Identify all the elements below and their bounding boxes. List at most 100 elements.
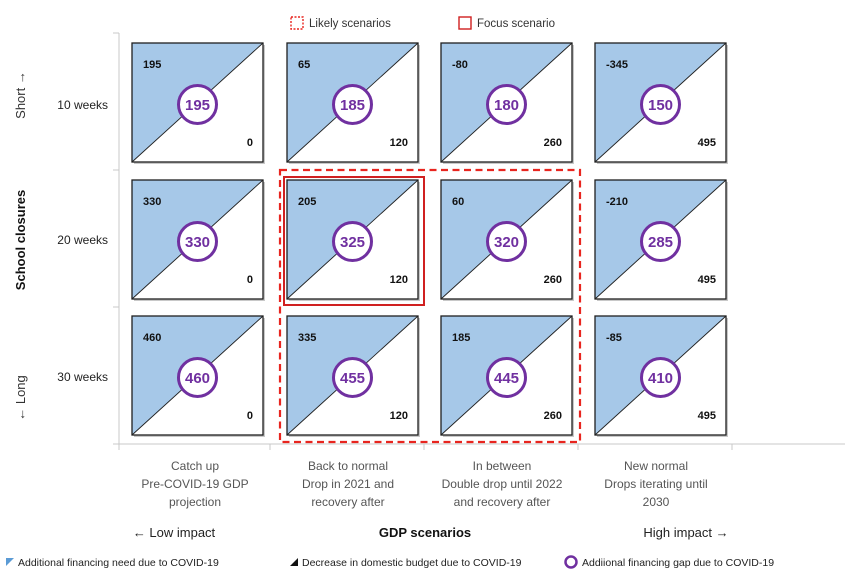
- x-high-impact-label: High impact →: [643, 525, 728, 540]
- decrease-legend-icon: [290, 558, 298, 566]
- cell-border: [286, 179, 419, 300]
- scenario-cell: 330 330 0: [131, 179, 265, 301]
- gap-value: 285: [648, 234, 673, 251]
- gap-value: 325: [340, 234, 365, 251]
- scenario-cell: 325 205 120: [286, 179, 420, 301]
- gap-legend-label: Addiional financing gap due to COVID-19: [582, 557, 774, 569]
- gap-value: 445: [494, 370, 519, 387]
- gap-value: 320: [494, 234, 519, 251]
- need-value: 195: [143, 59, 161, 71]
- scenario-cell: 150 -345 495: [594, 42, 728, 164]
- column-label-line: Drop in 2021 and: [302, 477, 394, 491]
- cell-border: [440, 42, 573, 163]
- column-label-line: Catch up: [171, 459, 219, 473]
- decrease-value: 260: [544, 274, 562, 286]
- gap-value: 185: [340, 97, 365, 114]
- column-label-back-to-normal: Back to normal Drop in 2021 and recovery…: [302, 459, 394, 509]
- gap-value: 150: [648, 97, 673, 114]
- row-label-10-weeks: 10 weeks: [57, 98, 108, 112]
- gap-value: 180: [494, 97, 519, 114]
- column-label-line: Pre-COVID-19 GDP: [141, 477, 248, 491]
- decrease-value: 120: [390, 274, 408, 286]
- column-label-catch-up: Catch up Pre-COVID-19 GDP projection: [141, 459, 248, 509]
- gap-circle: [177, 357, 218, 398]
- cell-border: [594, 179, 727, 300]
- gap-circle: [486, 357, 527, 398]
- decrease-legend-label: Decrease in domestic budget due to COVID…: [302, 557, 522, 569]
- need-value: 460: [143, 332, 161, 344]
- column-label-line: projection: [169, 495, 221, 509]
- decrease-value: 120: [390, 410, 408, 422]
- scenario-cell: 455 335 120: [286, 315, 420, 437]
- scenario-cell: 285 -210 495: [594, 179, 728, 301]
- column-label-line: 2030: [643, 495, 670, 509]
- gap-circle: [332, 84, 373, 125]
- need-value: 205: [298, 196, 316, 208]
- scenario-cell: 180 -80 260: [440, 42, 574, 164]
- need-legend-icon: [6, 558, 14, 566]
- cell-border: [286, 315, 419, 436]
- gap-value: 455: [340, 370, 365, 387]
- need-value: 185: [452, 332, 470, 344]
- cell-border: [594, 42, 727, 163]
- column-label-new-normal: New normal Drops iterating until 2030: [604, 459, 707, 509]
- column-label-line: New normal: [624, 459, 688, 473]
- cell-border: [440, 315, 573, 436]
- need-value: -210: [606, 196, 628, 208]
- scenario-cell: 320 60 260: [440, 179, 574, 301]
- y-axis-title: School closures: [13, 190, 28, 290]
- decrease-value: 120: [390, 137, 408, 149]
- column-label-line: Double drop until 2022: [442, 477, 563, 491]
- gap-circle: [640, 84, 681, 125]
- need-value: 65: [298, 59, 310, 71]
- column-label-line: recovery after: [311, 495, 384, 509]
- row-label-20-weeks: 20 weeks: [57, 233, 108, 247]
- need-value: -80: [452, 59, 468, 71]
- scenario-cell: 460 460 0: [131, 315, 265, 437]
- need-value: -345: [606, 59, 628, 71]
- gap-circle: [486, 84, 527, 125]
- focus-scenario-frame: [283, 176, 425, 306]
- need-value: 335: [298, 332, 316, 344]
- gap-value: 460: [185, 370, 210, 387]
- decrease-value: 495: [698, 274, 716, 286]
- gap-circle: [332, 357, 373, 398]
- top-legend: Likely scenarios Focus scenario: [290, 16, 555, 30]
- need-value: 60: [452, 196, 464, 208]
- need-value: -85: [606, 332, 622, 344]
- cell-border: [440, 179, 573, 300]
- decrease-value: 0: [247, 410, 253, 422]
- bottom-legend: Additional financing need due to COVID-1…: [6, 555, 774, 569]
- gap-circle: [177, 84, 218, 125]
- decrease-value: 495: [698, 137, 716, 149]
- cell-border: [594, 315, 727, 436]
- gap-value: 195: [185, 97, 210, 114]
- need-legend-label: Additional financing need due to COVID-1…: [18, 557, 219, 569]
- column-label-in-between: In between Double drop until 2022 and re…: [442, 459, 563, 509]
- scenario-cell: 195 195 0: [131, 42, 265, 164]
- likely-legend-swatch: [290, 16, 304, 30]
- column-label-line: In between: [473, 459, 532, 473]
- cell-border: [131, 42, 264, 163]
- decrease-value: 260: [544, 137, 562, 149]
- row-label-30-weeks: 30 weeks: [57, 370, 108, 384]
- column-label-line: Drops iterating until: [604, 477, 707, 491]
- gap-circle: [640, 221, 681, 262]
- decrease-value: 495: [698, 410, 716, 422]
- gap-circle: [177, 221, 218, 262]
- column-label-line: Back to normal: [308, 459, 388, 473]
- cell-border: [286, 42, 419, 163]
- scenario-cell: 410 -85 495: [594, 315, 728, 437]
- focus-legend-label: Focus scenario: [477, 18, 555, 30]
- column-label-line: and recovery after: [454, 495, 551, 509]
- cell-border: [131, 315, 264, 436]
- y-short-label: Short →: [13, 71, 28, 119]
- gap-value: 410: [648, 370, 673, 387]
- likely-scenarios-frame: [278, 168, 582, 444]
- gap-circle: [640, 357, 681, 398]
- gap-circle: [486, 221, 527, 262]
- decrease-value: 260: [544, 410, 562, 422]
- gap-circle: [332, 221, 373, 262]
- y-long-label: ← Long: [13, 375, 28, 421]
